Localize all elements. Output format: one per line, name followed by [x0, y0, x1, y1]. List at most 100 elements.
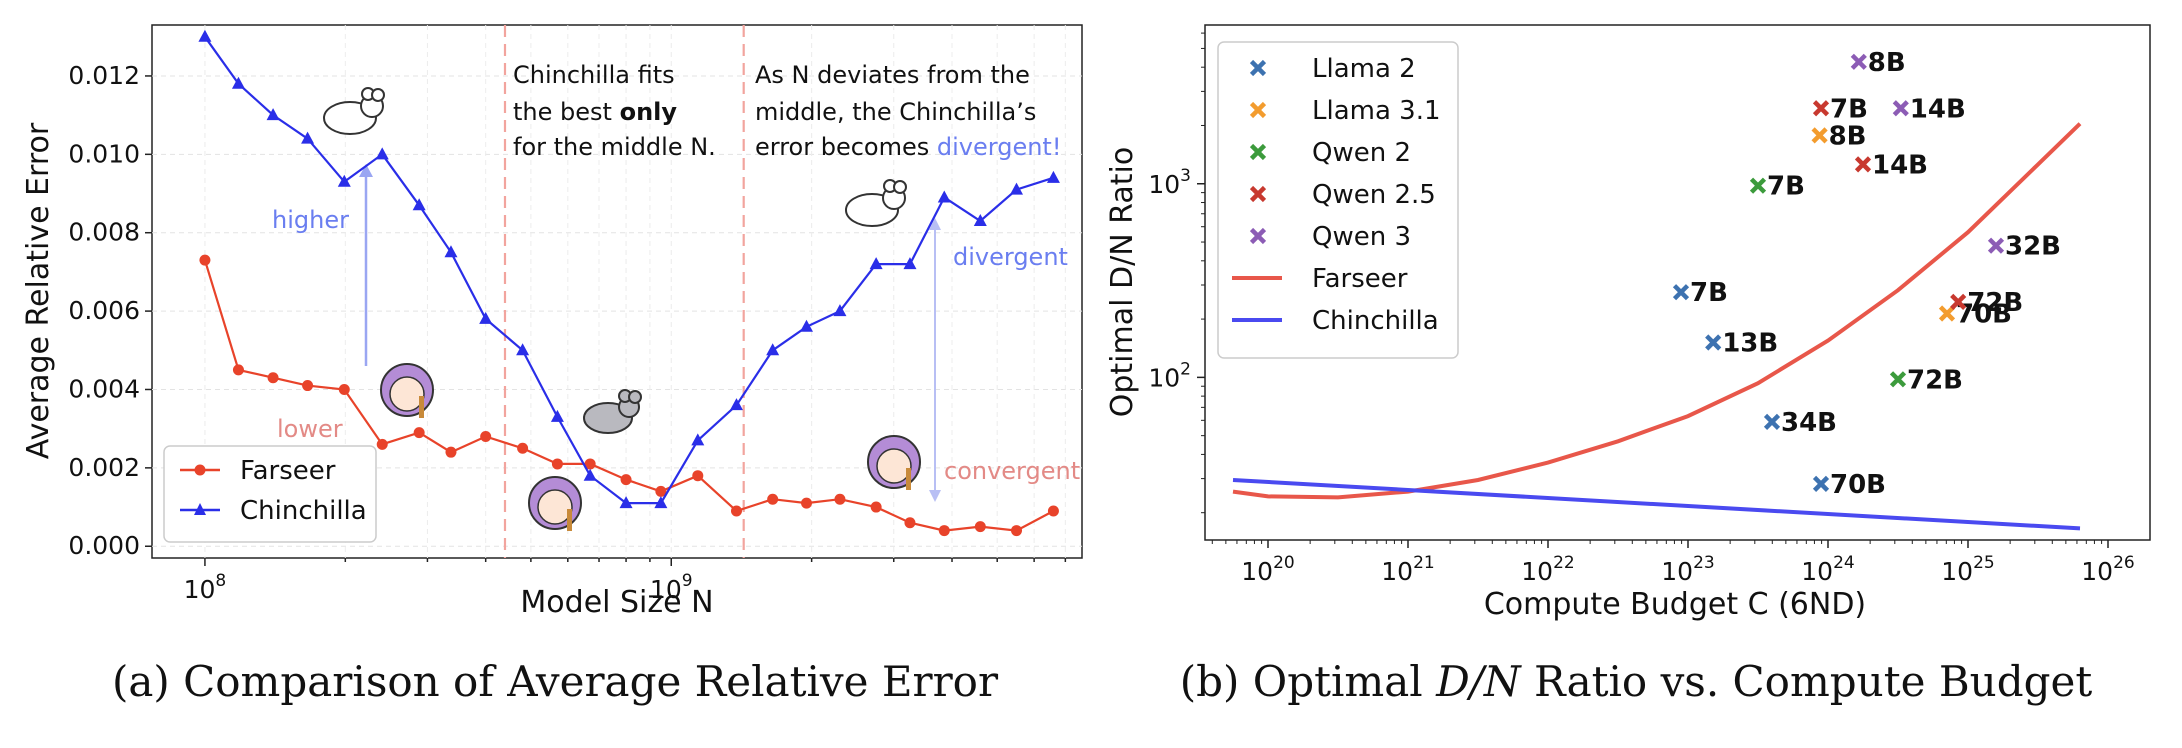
divergent-arrow-head-bottom: [929, 490, 941, 502]
legend: Farseer Chinchilla: [163, 445, 377, 543]
x-tick-label: 109: [650, 571, 693, 604]
data-point-farseer: [730, 505, 742, 517]
right-box-line1: As N deviates from the: [755, 61, 1030, 89]
data-point-farseer: [767, 493, 779, 505]
data-point-chinchilla: [1046, 170, 1060, 183]
x-tick-label-exp: 21: [1413, 553, 1435, 573]
legend-chinchilla-marker: [194, 503, 206, 515]
data-point-farseer: [413, 427, 425, 439]
divergent-label: divergent: [953, 243, 1068, 271]
model-point-label: 34B: [1781, 408, 1837, 438]
data-point-chinchilla: [800, 319, 814, 332]
data-point-chinchilla: [198, 29, 212, 42]
x-tick-label-base: 10: [1241, 557, 1273, 586]
y-tick-label: 0.012: [68, 61, 140, 90]
data-point-farseer: [517, 442, 529, 454]
model-marker-stroke: [1672, 284, 1690, 301]
data-point-chinchilla: [550, 409, 564, 422]
x-tick-label: 108: [184, 571, 227, 604]
data-point-farseer: [302, 380, 314, 392]
data-point-chinchilla: [1010, 182, 1024, 195]
model-point-label: 72B: [1907, 365, 1963, 395]
data-point-chinchilla: [412, 198, 426, 211]
y-tick-label-exp: 3: [1180, 166, 1191, 186]
y-tick-label: 102: [1148, 359, 1191, 392]
x-tick-label-exp: 22: [1553, 553, 1575, 573]
data-point-chinchilla: [654, 496, 668, 509]
data-point-farseer: [655, 485, 667, 497]
y-tick-label: 0.004: [68, 374, 140, 403]
model-point: 34B: [1763, 408, 1837, 438]
farseer-mascot-icon: [867, 435, 921, 490]
y-tick-label: 0.008: [68, 218, 140, 247]
y-tick-label: 103: [1148, 166, 1191, 199]
model-point-label: 14B: [1872, 150, 1928, 180]
convergent-label: convergent: [944, 457, 1080, 485]
caption-b-prefix: (b) Optimal: [1180, 657, 1436, 706]
chinchilla-mascot-icon: [583, 389, 642, 434]
model-marker-stroke: [1705, 334, 1722, 351]
y-tick-label: 0.000: [68, 531, 140, 560]
model-point-label: 7B: [1767, 172, 1805, 202]
x-tick-label-base: 10: [650, 575, 682, 604]
model-marker-stroke: [1938, 305, 1956, 322]
legend-label: Qwen 2: [1312, 138, 1411, 168]
model-marker-stroke: [1987, 237, 2005, 254]
divergent-arrow-head-top: [929, 218, 941, 230]
middle-box-line2: the best only: [513, 98, 677, 126]
x-axis-label: Model Size N: [520, 585, 713, 620]
model-point: 14B: [1892, 94, 1966, 124]
caption-b-suffix: Ratio vs. Compute Budget: [1521, 657, 2093, 706]
data-point-farseer: [692, 470, 704, 482]
legend-marker: [1249, 227, 1267, 245]
legend-marker: [1249, 101, 1267, 119]
middle-box-line3: for the middle N.: [513, 133, 716, 161]
annotation-arrows: [359, 164, 941, 502]
right-box-line3: error becomes divergent!: [755, 133, 1061, 161]
data-point-chinchilla: [973, 213, 987, 226]
x-tick-label: 1025: [1941, 553, 1994, 586]
legend-chinchilla-label: Chinchilla: [240, 496, 367, 526]
y-tick-label-exp: 2: [1180, 359, 1191, 379]
model-point: 13B: [1705, 329, 1778, 359]
model-point-label: 7B: [1690, 278, 1728, 308]
x-tick-label: 1026: [2081, 553, 2134, 586]
x-tick-label-exp: 8: [215, 571, 226, 591]
x-tick-label-base: 10: [1381, 557, 1413, 586]
data-point-farseer: [232, 364, 244, 376]
x-tick-label-base: 10: [1521, 557, 1553, 586]
legend-label: Llama 3.1: [1312, 96, 1441, 126]
model-marker-stroke: [1763, 413, 1781, 430]
data-point-farseer: [904, 517, 916, 529]
x-tick-label-exp: 24: [1833, 553, 1855, 573]
x-tick-label: 1020: [1241, 553, 1294, 586]
data-point-chinchilla: [516, 343, 530, 356]
model-marker-stroke: [1889, 371, 1907, 388]
x-tick-label-exp: 9: [682, 571, 693, 591]
model-point: 70B: [1938, 299, 2012, 329]
data-point-farseer: [1047, 505, 1059, 517]
legend-label: Chinchilla: [1312, 306, 1439, 336]
caption-b: (b) Optimal D/N Ratio vs. Compute Budget: [1180, 657, 2093, 706]
data-point-farseer: [338, 383, 350, 395]
x-tick-label-base: 10: [184, 575, 216, 604]
model-marker-stroke: [1850, 53, 1867, 70]
model-point-label: 72B: [1967, 288, 2023, 318]
series-layer: [1232, 122, 2082, 531]
higher-arrow-head: [359, 164, 373, 177]
y-axis-label: Average Relative Error: [21, 122, 56, 459]
data-point-farseer: [376, 438, 388, 450]
y-tick-label: 0.002: [68, 453, 140, 482]
model-point: 70B: [1812, 470, 1886, 500]
x-tick-label: 1024: [1801, 553, 1854, 586]
legend-label: Farseer: [1312, 264, 1408, 294]
x-axis-label: Compute Budget C (6ND): [1484, 587, 1866, 622]
model-point: 8B: [1850, 48, 1906, 78]
right-box-line2: middle, the Chinchilla’s: [755, 98, 1036, 126]
model-point-label: 7B: [1830, 94, 1868, 124]
right-box-divergent: divergent!: [937, 133, 1062, 161]
x-tick-label-base: 10: [2081, 557, 2113, 586]
